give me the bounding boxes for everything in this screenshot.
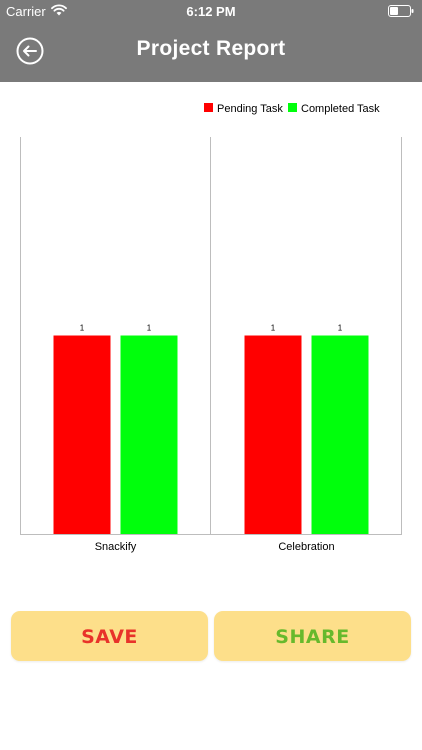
data-label: 1 xyxy=(147,324,152,333)
legend-label-completed: Completed Task xyxy=(301,103,380,115)
data-label: 1 xyxy=(338,324,343,333)
save-button[interactable]: SAVE xyxy=(11,611,208,661)
axes xyxy=(20,137,402,535)
data-label: 1 xyxy=(271,324,276,333)
data-labels: 1 1 1 1 xyxy=(80,324,343,333)
bar-pending-task-celebration xyxy=(244,335,302,534)
bar-chart: Pending Task Completed Task 1 1 1 1 Snackif… xyxy=(0,82,422,572)
category-label: Celebration xyxy=(278,541,334,553)
chart-svg: Pending Task Completed Task 1 1 1 1 Snackif… xyxy=(20,103,402,553)
legend-swatch-completed xyxy=(288,103,297,112)
carrier-label: Carrier xyxy=(6,4,46,19)
legend-label-pending: Pending Task xyxy=(217,103,283,115)
bar-completed-task-celebration xyxy=(311,335,369,534)
legend-swatch-pending xyxy=(204,103,213,112)
battery-icon xyxy=(388,5,414,17)
page-title: Project Report xyxy=(136,37,286,60)
bar-completed-task-snackify xyxy=(120,335,178,534)
top-bar: Carrier 6:12 PM Project Report xyxy=(0,0,422,82)
category-label: Snackify xyxy=(95,541,137,553)
data-label: 1 xyxy=(80,324,85,333)
bars xyxy=(53,335,369,534)
legend: Pending Task Completed Task xyxy=(204,103,380,115)
status-bar: Carrier 6:12 PM xyxy=(0,0,422,22)
status-time: 6:12 PM xyxy=(186,4,236,19)
bar-pending-task-snackify xyxy=(53,335,111,534)
share-button[interactable]: SHARE xyxy=(214,611,411,661)
wifi-icon xyxy=(51,4,67,16)
category-labels: Snackify Celebration xyxy=(95,541,335,553)
back-arrow-circle-icon[interactable] xyxy=(16,37,44,65)
